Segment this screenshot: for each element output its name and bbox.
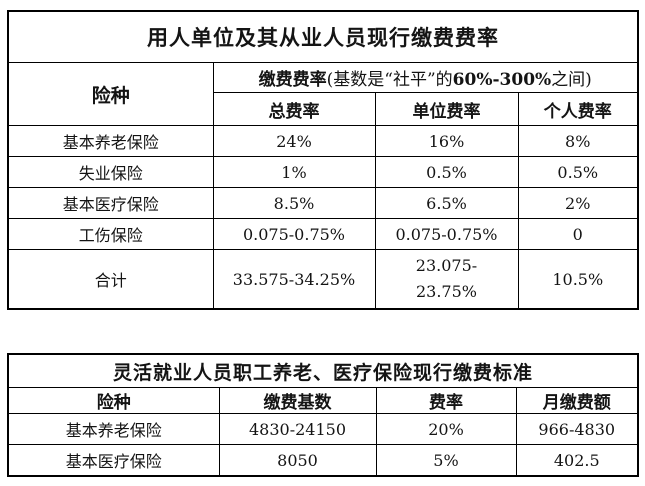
- rate-value: 20%: [375, 413, 517, 445]
- row-label: 工伤保险: [7, 218, 214, 250]
- employer-rate-header: 单位费率: [374, 92, 519, 126]
- table-row-medical: 基本医疗保险 8.5% 6.5% 2%: [7, 187, 639, 219]
- total-rate-value: 8.5%: [212, 187, 376, 219]
- insurance-type-header: 险种: [7, 62, 214, 126]
- personal-rate-value: 0: [517, 218, 639, 250]
- table2-title-row: 灵活就业人员职工养老、医疗保险现行缴费标准: [7, 353, 639, 388]
- base-value: 8050: [218, 444, 377, 477]
- table1-title: 用人单位及其从业人员现行缴费费率: [7, 10, 639, 63]
- rate-header-note-open: (基数是“社平”的: [326, 70, 453, 90]
- rate-header-note-close: 之间): [551, 70, 592, 90]
- monthly-value: 966-4830: [515, 413, 639, 445]
- table-row-unemployment: 失业保险 1% 0.5% 0.5%: [7, 156, 639, 188]
- total-rate-value: 0.075-0.75%: [212, 218, 376, 250]
- table1-header-row-1: 险种 缴费费率(基数是“社平”的60%-300%之间): [7, 62, 639, 126]
- personal-rate-value: 8%: [517, 125, 639, 157]
- table2-title: 灵活就业人员职工养老、医疗保险现行缴费标准: [7, 353, 639, 388]
- total-row-label: 合计: [7, 249, 214, 310]
- monthly-value: 402.5: [515, 444, 639, 477]
- rate-header-range: 60%-300%: [452, 70, 552, 90]
- employer-rate-value: 6.5%: [374, 187, 519, 219]
- base-value: 4830-24150: [218, 413, 377, 445]
- row-label: 基本医疗保险: [7, 187, 214, 219]
- employer-rate-value: 0.075-0.75%: [374, 218, 519, 250]
- total-rate-value: 24%: [212, 125, 376, 157]
- total-rate-header: 总费率: [212, 92, 376, 126]
- total-rate-value: 33.575-34.25%: [212, 249, 376, 310]
- rate-value: 5%: [375, 444, 517, 477]
- table-row-total: 合计 33.575-34.25% 23.075- 23.75% 10.5%: [7, 249, 639, 310]
- insurance-type-header: 险种: [7, 387, 220, 414]
- rate-header: 费率: [375, 387, 517, 414]
- rate-header-label: 缴费费率: [258, 70, 327, 90]
- employer-rate-value: 16%: [374, 125, 519, 157]
- table-row-medical: 基本医疗保险 8050 5% 402.5: [7, 444, 639, 477]
- contribution-base-header: 缴费基数: [218, 387, 377, 414]
- row-label: 基本养老保险: [7, 125, 214, 157]
- table1-header-row-2: 总费率 单位费率 个人费率: [8, 92, 639, 126]
- rate-header: 缴费费率(基数是“社平”的60%-300%之间): [212, 62, 639, 93]
- table1-title-row: 用人单位及其从业人员现行缴费费率: [7, 10, 639, 63]
- personal-rate-value: 10.5%: [517, 249, 639, 310]
- employer-employee-rate-table: 用人单位及其从业人员现行缴费费率 险种 缴费费率(基数是“社平”的60%-300…: [7, 10, 639, 310]
- table2-header-row: 险种 缴费基数 费率 月缴费额: [7, 387, 639, 414]
- monthly-amount-header: 月缴费额: [515, 387, 639, 414]
- row-label: 失业保险: [7, 156, 214, 188]
- flexible-employment-rate-table: 灵活就业人员职工养老、医疗保险现行缴费标准 险种 缴费基数 费率 月缴费额 基本…: [7, 353, 640, 477]
- table-row-injury: 工伤保险 0.075-0.75% 0.075-0.75% 0: [7, 218, 639, 250]
- table-row-pension: 基本养老保险 24% 16% 8%: [7, 125, 639, 157]
- employer-rate-value: 23.075- 23.75%: [374, 249, 519, 310]
- table-row-pension: 基本养老保险 4830-24150 20% 966-4830: [7, 413, 639, 445]
- row-label: 基本养老保险: [7, 413, 220, 445]
- total-rate-value: 1%: [212, 156, 376, 188]
- personal-rate-header: 个人费率: [517, 92, 639, 126]
- personal-rate-value: 0.5%: [517, 156, 639, 188]
- row-label: 基本医疗保险: [7, 444, 220, 477]
- employer-rate-value: 0.5%: [374, 156, 519, 188]
- personal-rate-value: 2%: [517, 187, 639, 219]
